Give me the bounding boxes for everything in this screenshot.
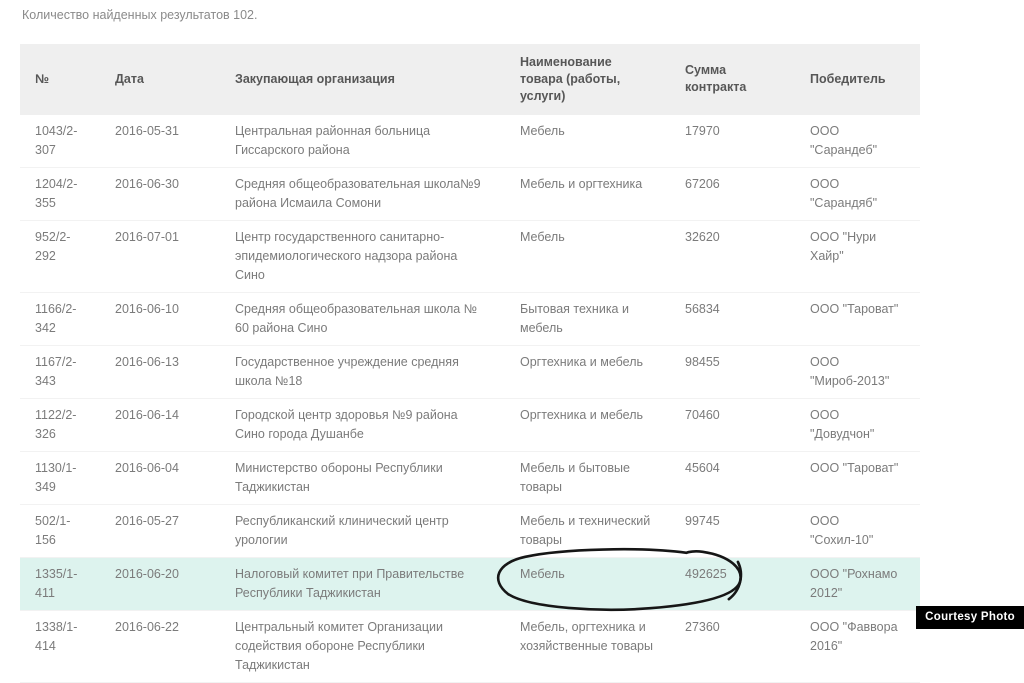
cell-date: 2016-05-31 [100,114,220,168]
table-row: 1130/1-349 2016-06-04 Министерство оборо… [20,451,920,505]
cell-item-text: Мебель [520,229,565,244]
table-row: 1335/1-411 2016-06-20 Налоговый комитет … [20,547,920,611]
cell-item: Мебель [505,114,670,168]
cell-winner: ООО "Тароват" [795,451,920,505]
cell-number: 1338/1-414 [20,610,100,683]
cell-number: 1335/1-411 [20,557,100,611]
cell-number: 1204/2-355 [20,167,100,221]
cell-date: 2016-06-20 [100,557,220,611]
cell-date: 2016-06-22 [100,610,220,683]
cell-sum: 45604 [670,451,795,505]
cell-sum: 56834 [670,292,795,346]
column-header-organization: Закупающая организация [220,44,505,115]
table-header-row: № Дата Закупающая организация Наименован… [20,44,920,115]
cell-sum: 27360 [670,610,795,683]
cell-winner: ООО "Довудчон" [795,398,920,452]
cell-organization: Городской центр здоровья №9 района Сино … [220,398,505,452]
cell-number: 1130/1-349 [20,451,100,505]
cell-sum: 67206 [670,167,795,221]
cell-number: 1166/2-342 [20,292,100,346]
cell-organization: Центральная районная больница Гиссарског… [220,114,505,168]
column-header-winner: Победитель [795,44,920,115]
cell-date: 2016-07-01 [100,220,220,293]
table-row: 1166/2-342 2016-06-10 Средняя общеобразо… [20,292,920,346]
cell-sum: 32620 [670,220,795,293]
cell-item-text: Мебель [520,123,565,138]
cell-date: 2016-06-04 [100,451,220,505]
cell-date: 2016-06-14 [100,398,220,452]
cell-date: 2016-06-10 [100,292,220,346]
cell-number: 502/1-156 [20,504,100,558]
cell-item: Мебель, оргтехника и хозяйственные товар… [505,610,670,683]
cell-item-text: Мебель и бытовые товары [520,460,630,494]
table-row: 1122/2-326 2016-06-14 Городской центр зд… [20,398,920,452]
cell-winner: ООО "Фаввора 2016" [795,610,920,683]
results-table: № Дата Закупающая организация Наименован… [20,44,920,683]
cell-item-text: Оргтехника и мебель [520,354,644,369]
cell-sum: 98455 [670,345,795,399]
cell-date: 2016-06-13 [100,345,220,399]
column-header-item: Наименование товара (работы, услуги) [505,44,670,115]
cell-winner: ООО "Сарандяб" [795,167,920,221]
cell-date: 2016-06-30 [100,167,220,221]
table-row: 1043/2-307 2016-05-31 Центральная районн… [20,114,920,168]
table-row: 502/1-156 2016-05-27 Республиканский кли… [20,504,920,558]
table-row: 1167/2-343 2016-06-13 Государственное уч… [20,345,920,399]
cell-item: Оргтехника и мебель [505,398,670,452]
cell-number: 1122/2-326 [20,398,100,452]
cell-sum: 17970 [670,114,795,168]
column-header-date: Дата [100,44,220,115]
results-count-label: Количество найденных результатов 102. [22,8,258,22]
table-row: 952/2-292 2016-07-01 Центр государственн… [20,220,920,293]
cell-item: Мебель и технический товары [505,504,670,558]
cell-item-text: Бытовая техника и мебель [520,301,629,335]
cell-number: 1167/2-343 [20,345,100,399]
cell-item: Мебель и оргтехника [505,167,670,221]
table-row: 1204/2-355 2016-06-30 Средняя общеобразо… [20,167,920,221]
cell-number: 952/2-292 [20,220,100,293]
cell-item-text: Оргтехника и мебель [520,407,644,422]
cell-winner: ООО "Нури Хайр" [795,220,920,293]
cell-winner: ООО "Тароват" [795,292,920,346]
courtesy-photo-badge: Courtesy Photo [916,606,1024,629]
table-body: 1043/2-307 2016-05-31 Центральная районн… [20,114,920,683]
cell-item: Мебель [496,547,743,611]
cell-item-text: Мебель, оргтехника и хозяйственные товар… [520,619,653,653]
cell-organization: Республиканский клинический центр уролог… [220,504,505,558]
cell-sum: 70460 [670,398,795,452]
cell-organization: Министерство обороны Республики Таджикис… [220,451,505,505]
cell-winner: ООО "Сарандеб" [795,114,920,168]
cell-date: 2016-05-27 [100,504,220,558]
cell-organization: Средняя общеобразовательная школа№9 райо… [220,167,505,221]
cell-sum: 99745 [670,504,795,558]
cell-sum: 492625 [670,557,795,611]
cell-item: Мебель [505,220,670,293]
cell-item-text: Мебель [520,566,565,581]
cell-organization: Налоговый комитет при Правительстве Респ… [220,557,505,611]
cell-item: Мебель и бытовые товары [505,451,670,505]
cell-organization: Центральный комитет Организации содейств… [220,610,505,683]
cell-organization: Центр государственного санитарно-эпидеми… [220,220,505,293]
table-row: 1338/1-414 2016-06-22 Центральный комите… [20,610,920,683]
cell-item: Бытовая техника и мебель [505,292,670,346]
cell-winner: ООО "Рохнамо 2012" [795,557,920,611]
column-header-sum: Сумма контракта [670,44,795,115]
cell-item: Оргтехника и мебель [505,345,670,399]
cell-number: 1043/2-307 [20,114,100,168]
cell-organization: Средняя общеобразовательная школа № 60 р… [220,292,505,346]
cell-item-text: Мебель и оргтехника [520,176,643,191]
column-header-number: № [20,44,100,115]
cell-organization: Государственное учреждение средняя школа… [220,345,505,399]
cell-item-text: Мебель и технический товары [520,513,651,547]
results-table-container: № Дата Закупающая организация Наименован… [20,44,920,683]
cell-winner: ООО "Мироб-2013" [795,345,920,399]
cell-winner: ООО "Сохил-10" [795,504,920,558]
